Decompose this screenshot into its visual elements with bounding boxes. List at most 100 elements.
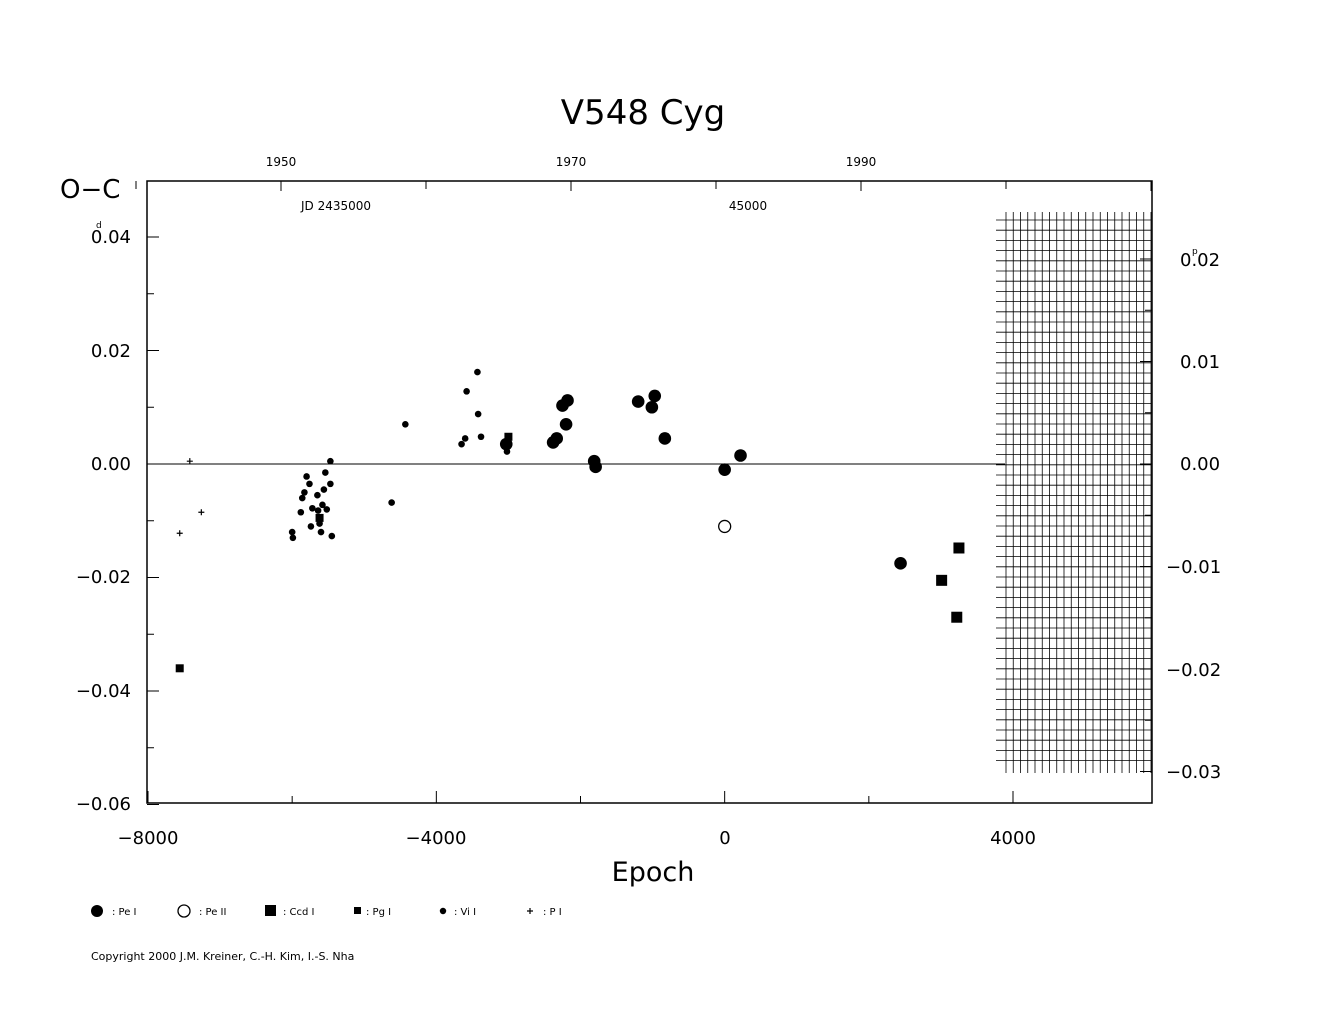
data-point-vi1 — [463, 388, 470, 395]
year-label-1990: 1990 — [846, 155, 877, 169]
x-tick-label: 4000 — [990, 828, 1036, 849]
chart-title: V548 Cyg — [561, 93, 725, 133]
legend-item-pg1: : Pg I — [354, 907, 391, 918]
data-point-vi1 — [307, 523, 315, 530]
legend-label: : Pe II — [199, 907, 226, 918]
plot-frame — [146, 180, 1153, 804]
data-point-vi1 — [474, 368, 481, 376]
data-point-vi1 — [328, 532, 336, 540]
data-point-vi1 — [402, 420, 409, 428]
data-point-vi1 — [319, 501, 326, 509]
legend-label: : P I — [543, 907, 562, 918]
y2-axis-unit: p — [1192, 247, 1198, 257]
y-tick-label: 0.00 — [91, 454, 131, 475]
data-point-pe1 — [894, 557, 907, 570]
legend-item-pe1: : Pe I — [91, 905, 137, 918]
legend-item-p1: : P I — [527, 907, 562, 918]
legend-item-vi1: : Vi I — [439, 907, 476, 918]
data-point-pe1 — [631, 395, 645, 408]
data-point-vi1 — [306, 480, 313, 488]
y2-tick-label: 0.00 — [1180, 454, 1220, 475]
data-point-vi1 — [322, 469, 329, 476]
year-label-1950: 1950 — [266, 155, 297, 169]
data-point-vi1 — [320, 486, 328, 493]
data-point-pe2 — [718, 519, 732, 534]
data-point-pg1 — [504, 432, 513, 441]
y-tick-label: 0.04 — [91, 227, 131, 248]
data-point-vi1 — [503, 448, 511, 455]
data-point-p1 — [186, 458, 193, 465]
x-tick-labels: −8000 −4000 0 4000 — [118, 828, 1036, 849]
y-tick-label: −0.02 — [76, 567, 131, 588]
jd-label-start: JD 2435000 — [300, 199, 371, 213]
data-point-vi1 — [303, 473, 310, 480]
legend-label: : Pg I — [366, 907, 391, 918]
data-point-vi1 — [289, 534, 297, 542]
legend-marker-open-circle — [177, 904, 191, 918]
data-point-pe1 — [559, 417, 573, 431]
data-point-pe1 — [648, 389, 662, 403]
data-point-vi1 — [314, 507, 322, 514]
x-tick-label: 0 — [719, 828, 730, 849]
data-point-vi1 — [477, 433, 485, 441]
legend-marker-filled-square — [265, 905, 276, 916]
legend-item-pe2: : Pe II — [177, 904, 226, 918]
y-tick-label: 0.02 — [91, 341, 131, 362]
legend-label: : Vi I — [454, 907, 476, 918]
data-point-pe1 — [589, 460, 602, 474]
data-point-pe1 — [734, 449, 747, 462]
y-tick-label: −0.06 — [76, 794, 131, 815]
data-point-vi1 — [474, 410, 482, 418]
y2-tick-label: −0.02 — [1166, 660, 1221, 681]
data-point-pe1 — [561, 394, 574, 407]
axis-ticks — [135, 181, 1152, 805]
y2-tick-labels: −0.03 −0.02 −0.01 0.00 0.01 0.02 — [1166, 250, 1221, 783]
y2-tick-label: −0.03 — [1166, 762, 1221, 783]
data-point-pg1 — [315, 513, 324, 522]
y-axis-unit: d — [96, 221, 102, 231]
y-tick-label: −0.04 — [76, 681, 131, 702]
legend-label: : Ccd I — [283, 907, 315, 918]
data-point-vi1 — [297, 508, 305, 516]
legend-marker-filled-circle — [91, 905, 103, 917]
data-point-vi1 — [309, 504, 316, 512]
data-point-vi1 — [461, 435, 469, 442]
x-tick-label: −4000 — [406, 828, 467, 849]
copyright-notice: Copyright 2000 J.M. Kreiner, C.-H. Kim, … — [91, 950, 354, 963]
x-tick-label: −8000 — [118, 828, 179, 849]
x-axis-label: Epoch — [612, 857, 695, 888]
jd-label-45000: 45000 — [729, 199, 767, 213]
data-point-pe1 — [658, 432, 672, 445]
data-point-ccd1 — [951, 611, 963, 623]
year-labels: 1950 1970 1990 — [266, 155, 877, 169]
data-point-vi1 — [317, 528, 325, 536]
data-point-ccd1 — [936, 574, 948, 586]
data-point-vi1 — [316, 520, 323, 527]
data-point-vi1 — [327, 480, 334, 488]
data-point-vi1 — [314, 491, 321, 499]
data-point-p1 — [176, 530, 183, 537]
year-label-1970: 1970 — [556, 155, 587, 169]
data-point-pe1 — [550, 432, 564, 445]
data-points — [175, 368, 965, 673]
y2-tick-label: 0.02 — [1180, 250, 1220, 271]
legend-marker-small-square — [354, 907, 361, 914]
y-axis-label: O−C — [60, 175, 120, 205]
data-point-vi1 — [458, 440, 465, 448]
legend-marker-small-dot — [439, 907, 447, 915]
legend-marker-plus — [527, 908, 533, 914]
data-point-pe1 — [499, 437, 513, 451]
data-point-vi1 — [288, 528, 296, 536]
data-point-vi1 — [301, 489, 308, 496]
y-tick-labels: −0.06 −0.04 −0.02 0.00 0.02 0.04 — [76, 227, 131, 815]
data-point-ccd1 — [953, 542, 965, 554]
data-point-vi1 — [298, 494, 306, 502]
legend-item-ccd1: : Ccd I — [265, 905, 315, 918]
legend-label: : Pe I — [112, 907, 137, 918]
data-point-p1 — [198, 509, 205, 516]
data-point-vi1 — [323, 506, 331, 513]
data-point-pg1 — [175, 664, 184, 673]
data-point-pe1 — [718, 463, 731, 476]
y2-tick-label: 0.01 — [1180, 352, 1220, 373]
